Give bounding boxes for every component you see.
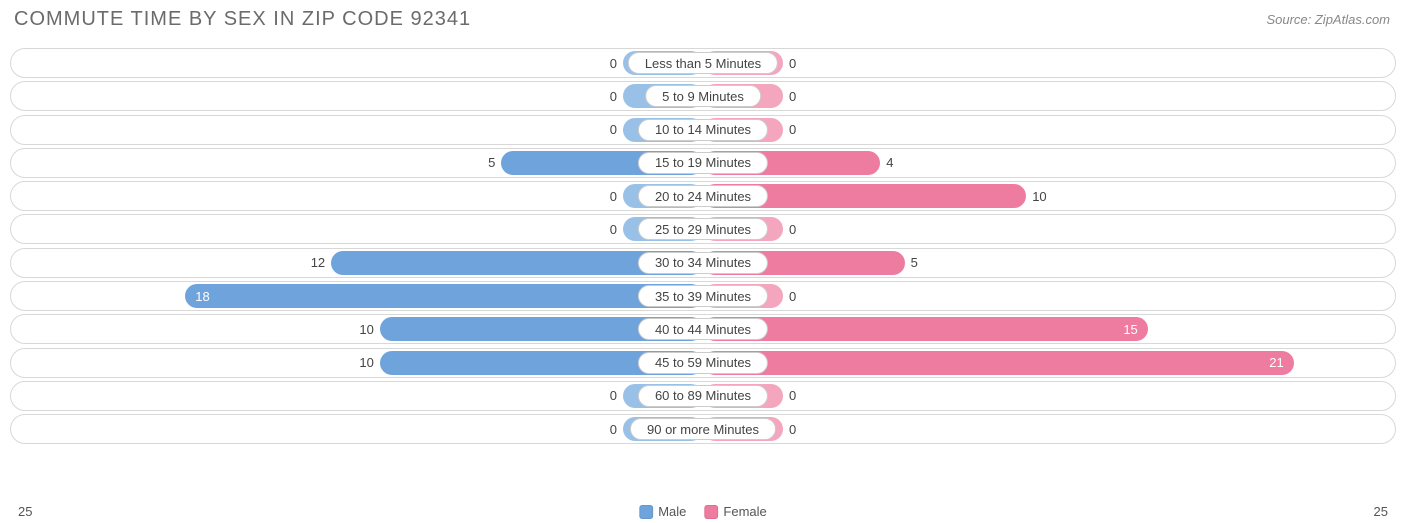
source-attribution: Source: ZipAtlas.com [1266,12,1390,27]
chart-row-inner: Less than 5 Minutes0 0 [15,51,1391,75]
male-value: 5 [461,151,501,175]
female-value: 10 [1026,184,1066,208]
chart-row: 35 to 39 Minutes180 [10,281,1396,311]
chart-row: Less than 5 Minutes0 0 [10,48,1396,78]
chart-row-inner: 25 to 29 Minutes 0 0 [15,217,1391,241]
chart-row-inner: 40 to 44 Minutes1015 [15,317,1391,341]
chart-row-inner: 60 to 89 Minutes 0 0 [15,384,1391,408]
female-value: 4 [880,151,920,175]
row-category-label: 5 to 9 Minutes [645,85,761,107]
chart-row: 90 or more Minutes 0 0 [10,414,1396,444]
legend-female: Female [704,504,766,519]
male-value: 12 [291,251,331,275]
female-value: 21 [703,351,1294,375]
legend: Male Female [639,504,767,519]
row-category-label: 90 or more Minutes [630,418,776,440]
axis-right-max: 25 [1374,504,1388,519]
row-category-label: 15 to 19 Minutes [638,152,768,174]
female-value: 0 [783,217,823,241]
male-value: 0 [583,84,623,108]
male-value: 0 [583,217,623,241]
axis-left-max: 25 [18,504,32,519]
male-swatch-icon [639,505,653,519]
chart-row: 45 to 59 Minutes1021 [10,348,1396,378]
male-value: 10 [340,351,380,375]
female-swatch-icon [704,505,718,519]
male-value: 0 [583,184,623,208]
chart-row: 25 to 29 Minutes 0 0 [10,214,1396,244]
male-value: 10 [340,317,380,341]
female-value: 15 [703,317,1148,341]
chart-row: 20 to 24 Minutes 0 10 [10,181,1396,211]
row-category-label: 20 to 24 Minutes [638,185,768,207]
chart-row-inner: 10 to 14 Minutes 0 0 [15,118,1391,142]
male-value: 18 [185,284,703,308]
legend-male-label: Male [658,504,686,519]
male-value: 0 [583,118,623,142]
female-value: 0 [783,84,823,108]
chart-row: 40 to 44 Minutes1015 [10,314,1396,344]
chart-area: Less than 5 Minutes005 to 9 Minutes0010 … [10,48,1396,497]
male-value: 0 [583,417,623,441]
chart-row: 5 to 9 Minutes 0 0 [10,81,1396,111]
chart-title: COMMUTE TIME BY SEX IN ZIP CODE 92341 [14,8,471,31]
chart-row: 60 to 89 Minutes 0 0 [10,381,1396,411]
row-category-label: 25 to 29 Minutes [638,218,768,240]
legend-male: Male [639,504,686,519]
chart-row: 15 to 19 Minutes 5 4 [10,148,1396,178]
row-category-label: Less than 5 Minutes [628,52,778,74]
chart-row-inner: 35 to 39 Minutes180 [15,284,1391,308]
chart-row: 10 to 14 Minutes 0 0 [10,115,1396,145]
row-category-label: 30 to 34 Minutes [638,252,768,274]
chart-row-inner: 30 to 34 Minutes 12 5 [15,251,1391,275]
chart-row-inner: 90 or more Minutes 0 0 [15,417,1391,441]
female-value: 5 [905,251,945,275]
female-value: 0 [783,51,823,75]
female-value: 0 [783,384,823,408]
chart-row-inner: 15 to 19 Minutes 5 4 [15,151,1391,175]
chart-row: 30 to 34 Minutes 12 5 [10,248,1396,278]
row-category-label: 10 to 14 Minutes [638,119,768,141]
female-value: 0 [783,284,823,308]
female-value: 0 [783,118,823,142]
row-category-label: 60 to 89 Minutes [638,385,768,407]
chart-footer: 25 25 Male Female [10,499,1396,519]
male-value: 0 [583,384,623,408]
chart-row-inner: 5 to 9 Minutes 0 0 [15,84,1391,108]
female-value: 0 [783,417,823,441]
chart-row-inner: 45 to 59 Minutes1021 [15,351,1391,375]
male-value: 0 [583,51,623,75]
legend-female-label: Female [723,504,766,519]
chart-row-inner: 20 to 24 Minutes 0 10 [15,184,1391,208]
